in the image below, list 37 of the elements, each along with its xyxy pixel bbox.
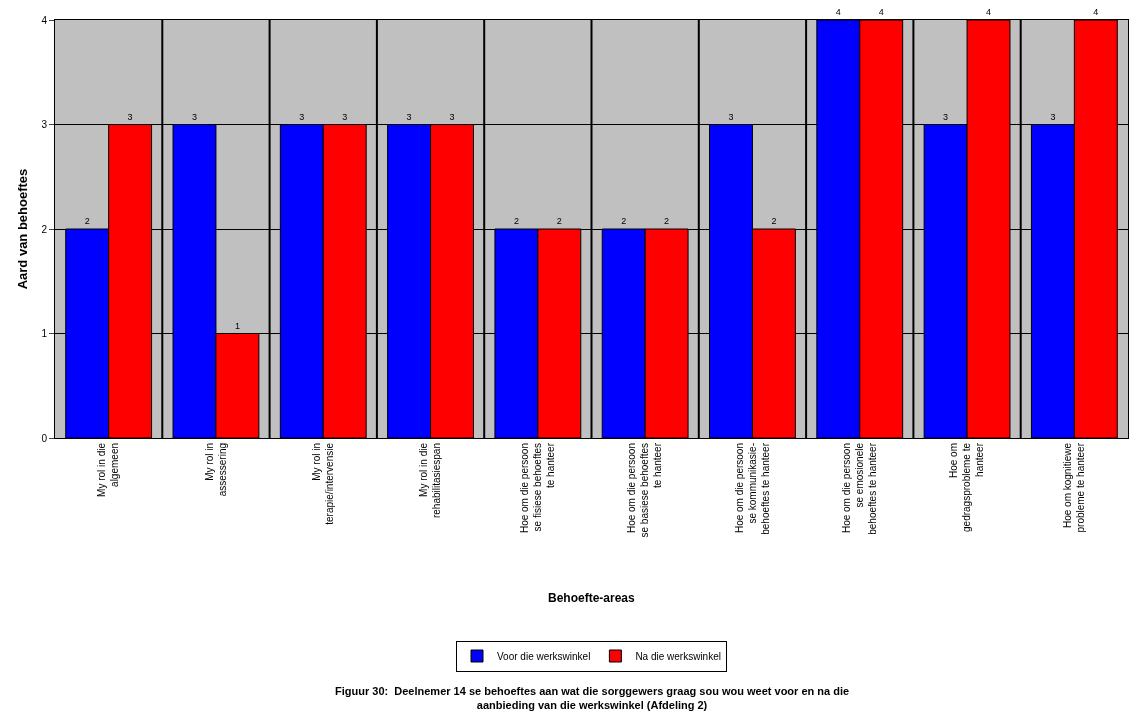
data-label: 3 [943, 111, 949, 122]
data-label: 3 [299, 111, 305, 122]
x-axis-title: Behoefte-areas [548, 591, 636, 605]
y-axis-title: Aard van behoeftes [15, 168, 31, 290]
data-label: 2 [556, 216, 562, 226]
data-label: 2 [84, 216, 90, 226]
data-label: 3 [342, 111, 348, 122]
x-tick-label: My rol in die algemeen [96, 442, 121, 497]
data-label: 4 [835, 7, 841, 17]
y-tick-label: 2 [41, 223, 48, 235]
y-tick-label: 3 [41, 119, 48, 130]
data-label: 4 [986, 7, 992, 17]
y-tick-label: 0 [41, 432, 48, 444]
x-tick-label: Hoe om die persoon se fisiese behoeftes te hanteer [519, 442, 557, 534]
data-label: 1 [234, 320, 240, 331]
data-label: 2 [664, 216, 670, 226]
legend-label: Na die werkswinkel [635, 650, 721, 662]
x-tick-label: Hoe om gedragsprobleme te hanteer [948, 442, 986, 532]
data-label: 3 [127, 111, 133, 122]
legend-label: Voor die werkswinkel [497, 650, 591, 662]
data-label: 3 [728, 111, 734, 122]
data-label: 4 [878, 7, 884, 17]
data-label: 3 [406, 111, 412, 122]
x-tick-label: My rol in assessering [203, 443, 228, 497]
y-tick-label: 1 [41, 328, 48, 339]
x-tick-label: My rol in terapie/intervensie [311, 442, 335, 525]
data-label: 2 [771, 216, 777, 226]
x-tick-label: Hoe om die persoon se basiese behoeftes te hanteer [626, 442, 664, 538]
text: Figuur 30: Deelnemer 14 se behoeftes aan wat die sorggewers graag sou wou weet voor en na die aanbieding van die werkswinkel (Afdeling 2) [335, 685, 850, 712]
data-label: 3 [449, 111, 455, 122]
data-label: 3 [191, 111, 197, 122]
data-label: 2 [621, 216, 627, 226]
x-tick-label: My rol in die rehabilitasiespan [418, 442, 443, 519]
data-label: 2 [513, 216, 519, 226]
data-label: 4 [1093, 7, 1099, 17]
data-label: 3 [1050, 111, 1056, 122]
y-tick-label: 4 [41, 14, 48, 26]
